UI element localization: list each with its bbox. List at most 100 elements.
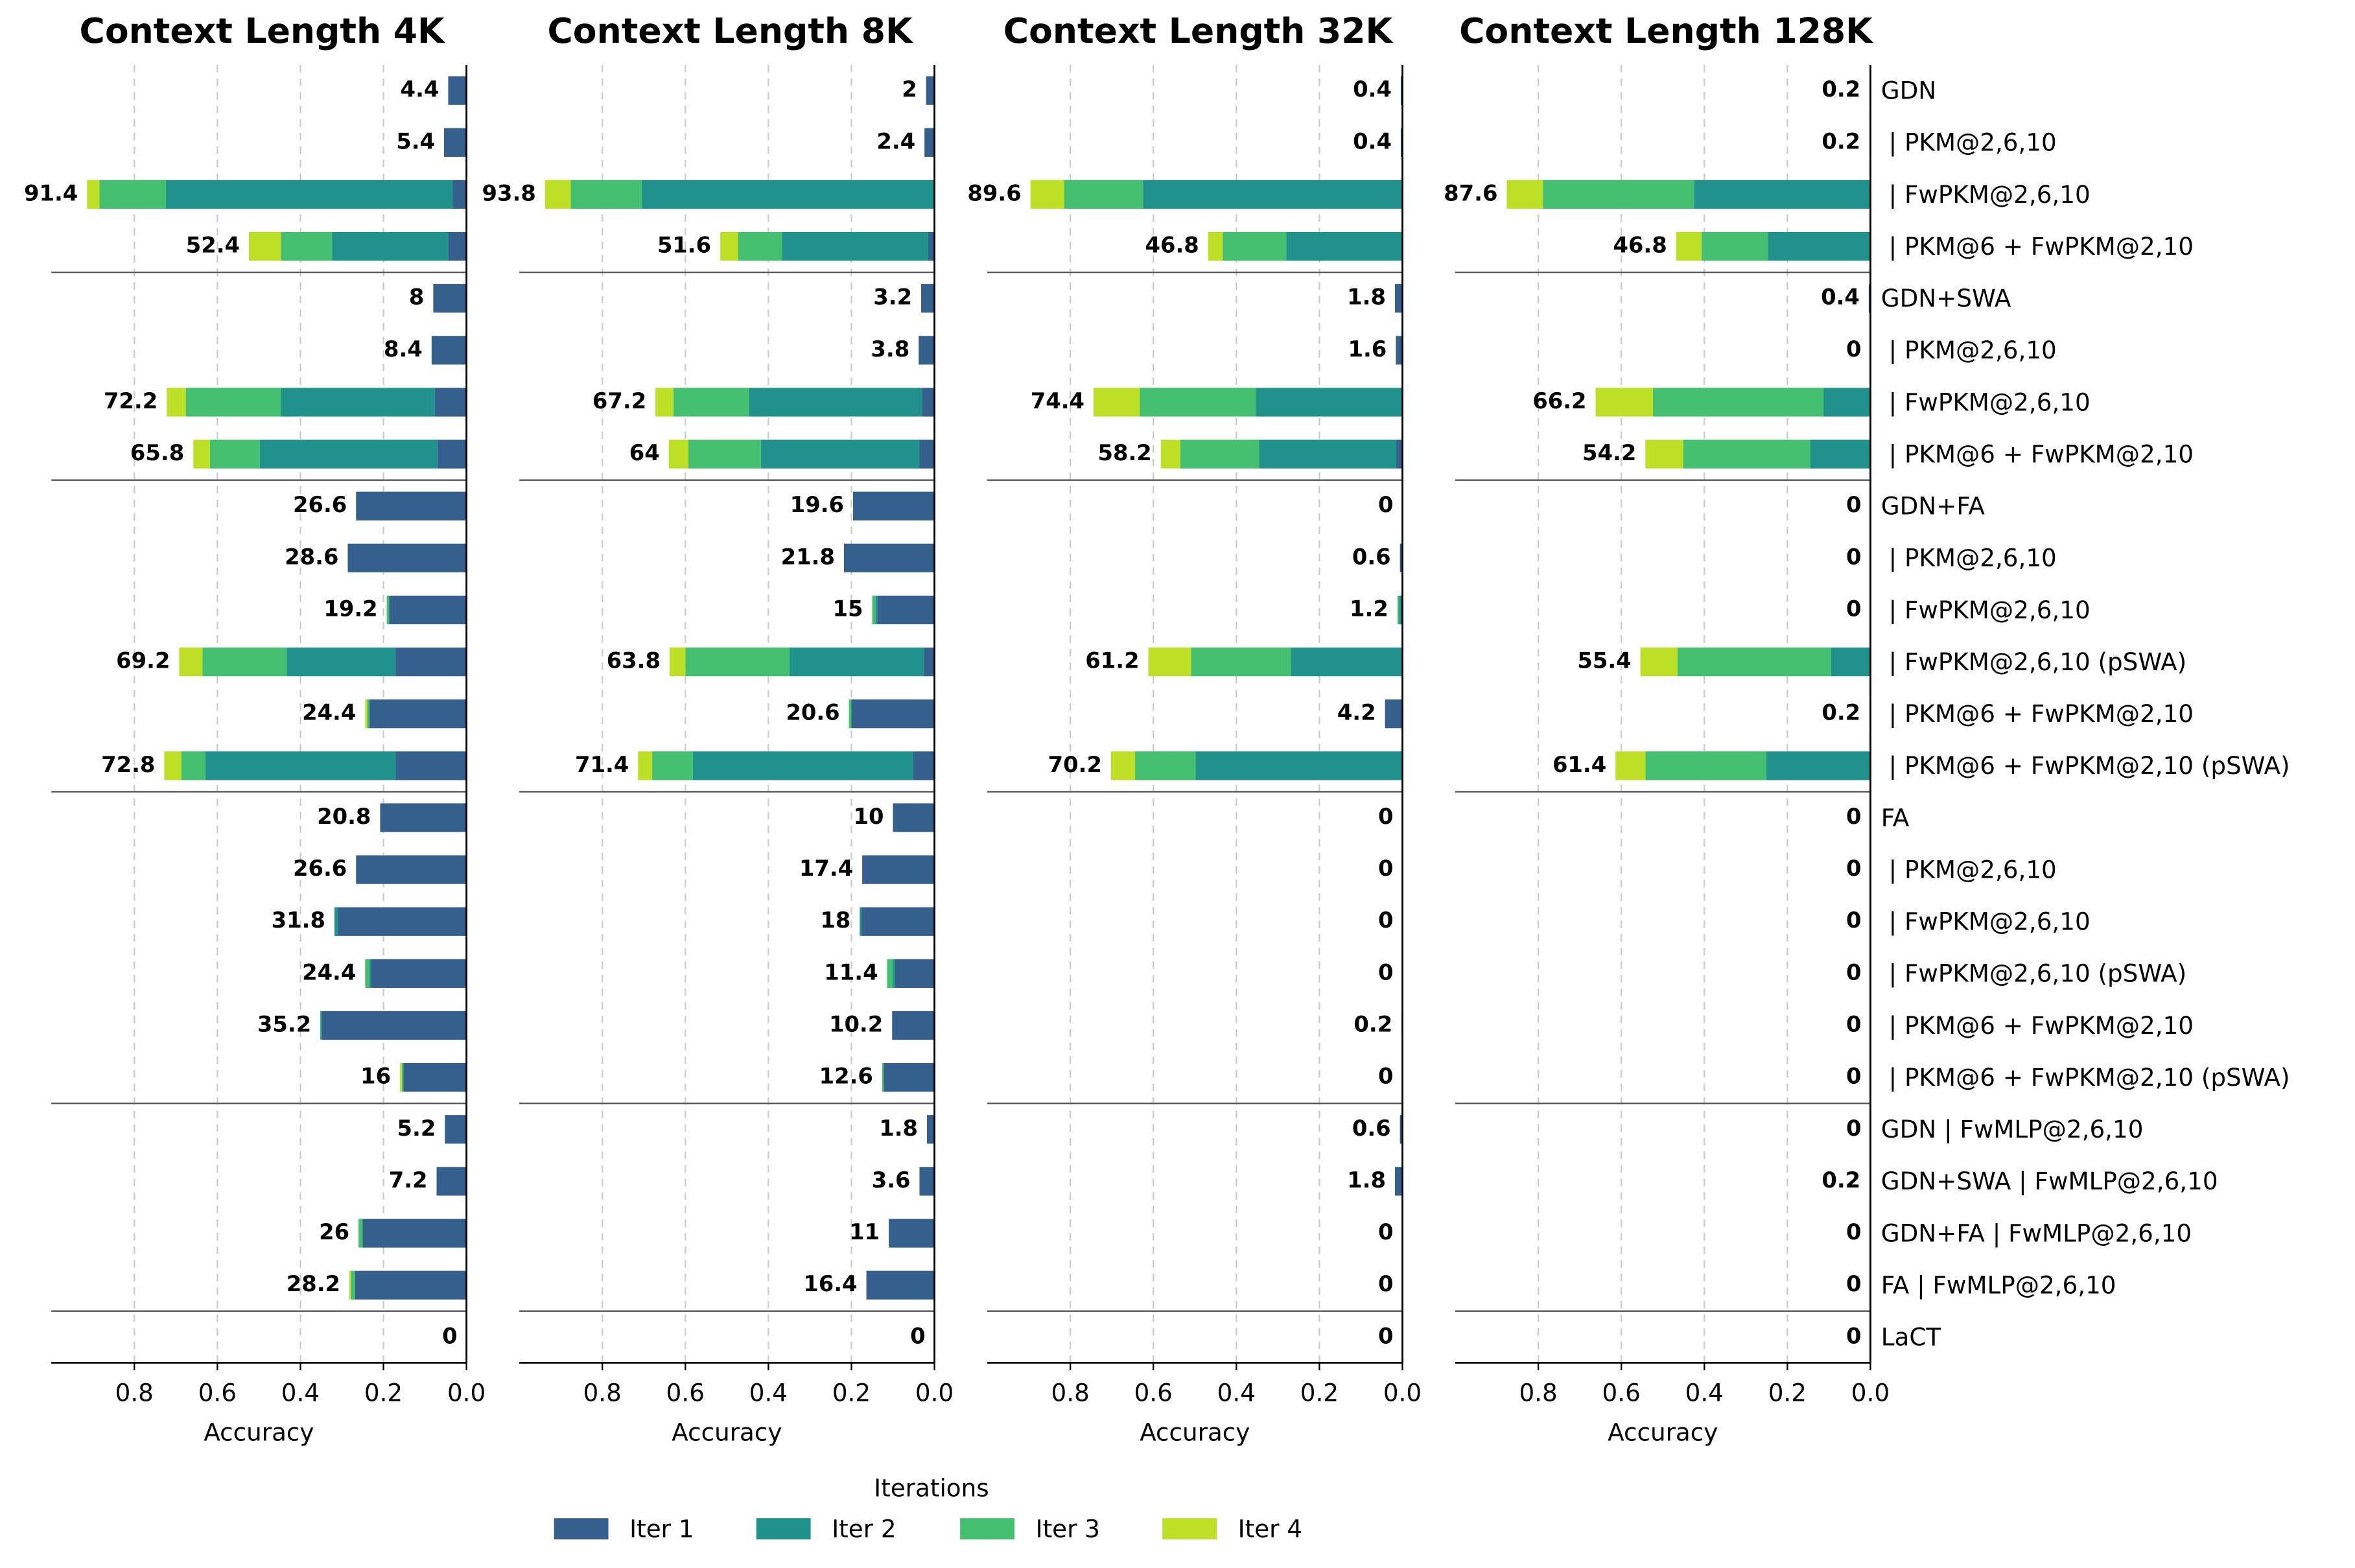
total-label: 1.2 bbox=[1350, 596, 1388, 621]
bar-segment bbox=[1399, 595, 1401, 625]
legend-swatch bbox=[1162, 1518, 1217, 1539]
bar-segment bbox=[919, 439, 935, 469]
x-tick-label: 0.6 bbox=[666, 1379, 705, 1407]
bar-segment bbox=[851, 699, 935, 729]
x-axis-label: Accuracy bbox=[1140, 1418, 1250, 1446]
bar-segment bbox=[921, 284, 935, 313]
total-label: 72.2 bbox=[104, 388, 158, 414]
total-label: 1.8 bbox=[1347, 1167, 1386, 1193]
category-label: | PKM@6 + FwPKM@2,10 bbox=[1881, 439, 2194, 469]
bar-segment bbox=[1766, 751, 1871, 780]
total-label: 3.8 bbox=[871, 336, 909, 362]
bar-segment bbox=[862, 855, 935, 884]
x-axis-label: Accuracy bbox=[204, 1418, 314, 1446]
x-tick-label: 0.0 bbox=[1383, 1379, 1422, 1407]
bar-segment bbox=[638, 751, 653, 780]
x-tick-label: 0.0 bbox=[447, 1379, 486, 1407]
bar-segment bbox=[389, 595, 467, 625]
bar-segment bbox=[884, 1063, 935, 1092]
category-label: | PKM@2,6,10 bbox=[1881, 544, 2057, 573]
bar-segment bbox=[356, 855, 467, 884]
category-label: | FwPKM@2,6,10 (pSWA) bbox=[1881, 959, 2186, 989]
category-label: | FwPKM@2,6,10 bbox=[1881, 388, 2091, 417]
category-label: | FwPKM@2,6,10 bbox=[1881, 180, 2091, 209]
panel-title: Context Length 32K bbox=[1003, 10, 1394, 51]
total-label: 12.6 bbox=[819, 1064, 873, 1089]
bar-segment bbox=[185, 388, 281, 417]
total-label: 69.2 bbox=[116, 648, 170, 673]
total-label: 61.4 bbox=[1552, 752, 1606, 777]
bar-segment bbox=[1394, 1167, 1403, 1196]
bar-segment bbox=[1831, 647, 1871, 677]
bar-segment bbox=[365, 699, 368, 729]
total-label: 54.2 bbox=[1582, 440, 1636, 465]
category-label: GDN+SWA | FwMLP@2,6,10 bbox=[1881, 1167, 2218, 1196]
x-tick-label: 0.4 bbox=[1217, 1379, 1256, 1407]
bar-segment bbox=[1030, 180, 1064, 209]
bar-segment bbox=[1400, 543, 1403, 572]
total-label: 28.2 bbox=[287, 1271, 340, 1296]
category-label: GDN+SWA bbox=[1881, 284, 2011, 312]
total-label: 66.2 bbox=[1532, 388, 1586, 414]
x-axis-label: Accuracy bbox=[672, 1418, 782, 1446]
total-label: 0 bbox=[1846, 544, 1861, 569]
bar-segment bbox=[882, 1063, 884, 1092]
bar-segment bbox=[1140, 388, 1256, 417]
bar-segment bbox=[853, 491, 935, 521]
total-label: 4.4 bbox=[401, 76, 439, 102]
bar-segment bbox=[1143, 180, 1403, 209]
total-label: 0 bbox=[1846, 1064, 1861, 1089]
legend-swatch bbox=[960, 1518, 1014, 1539]
bar-segment bbox=[1810, 439, 1871, 469]
x-tick-label: 0.8 bbox=[1051, 1379, 1090, 1407]
bar-segment bbox=[1180, 439, 1260, 469]
total-label: 4.2 bbox=[1337, 700, 1376, 725]
total-label: 58.2 bbox=[1098, 440, 1152, 465]
total-label: 31.8 bbox=[272, 907, 325, 933]
bar-segment bbox=[99, 180, 166, 209]
bar-segment bbox=[358, 1219, 363, 1248]
bar-segment bbox=[403, 1063, 467, 1092]
bar-segment bbox=[922, 388, 935, 417]
bar-segment bbox=[1259, 439, 1396, 469]
bar-segment bbox=[1191, 647, 1291, 677]
total-label: 18 bbox=[820, 907, 850, 933]
bar-segment bbox=[349, 1270, 351, 1300]
total-label: 26.6 bbox=[293, 492, 347, 517]
total-label: 70.2 bbox=[1048, 752, 1102, 777]
total-label: 28.6 bbox=[285, 544, 338, 569]
bar-segment bbox=[386, 595, 390, 625]
x-tick-label: 0.8 bbox=[115, 1379, 154, 1407]
total-label: 0.2 bbox=[1353, 1012, 1392, 1037]
bar-segment bbox=[1645, 751, 1766, 780]
bar-segment bbox=[919, 1167, 935, 1196]
category-label: | PKM@6 + FwPKM@2,10 bbox=[1881, 232, 2194, 261]
bar-segment bbox=[202, 647, 287, 677]
bar-segment bbox=[887, 959, 893, 989]
bar-segment bbox=[249, 231, 281, 261]
bar-segment bbox=[367, 699, 369, 729]
total-label: 8.4 bbox=[384, 336, 423, 362]
bar-segment bbox=[1768, 231, 1871, 261]
bar-segment bbox=[790, 647, 924, 677]
bar-segment bbox=[1195, 751, 1403, 780]
total-label: 3.2 bbox=[873, 285, 912, 310]
total-label: 0 bbox=[1378, 1219, 1393, 1245]
total-label: 87.6 bbox=[1444, 180, 1497, 205]
bar-segment bbox=[642, 180, 935, 209]
bar-segment bbox=[1652, 388, 1824, 417]
category-label: | PKM@2,6,10 bbox=[1881, 336, 2057, 365]
bar-segment bbox=[720, 231, 738, 261]
x-tick-label: 0.4 bbox=[1685, 1379, 1724, 1407]
total-label: 17.4 bbox=[799, 856, 853, 881]
total-label: 0 bbox=[1846, 596, 1861, 621]
bar-segment bbox=[179, 647, 203, 677]
bar-segment bbox=[860, 907, 861, 936]
bar-segment bbox=[395, 647, 467, 677]
bar-segment bbox=[1543, 180, 1694, 209]
bar-segment bbox=[164, 751, 182, 780]
bar-segment bbox=[1506, 180, 1543, 209]
bar-segment bbox=[652, 751, 693, 780]
total-label: 0.2 bbox=[1822, 700, 1860, 725]
bar-segment bbox=[431, 336, 467, 365]
